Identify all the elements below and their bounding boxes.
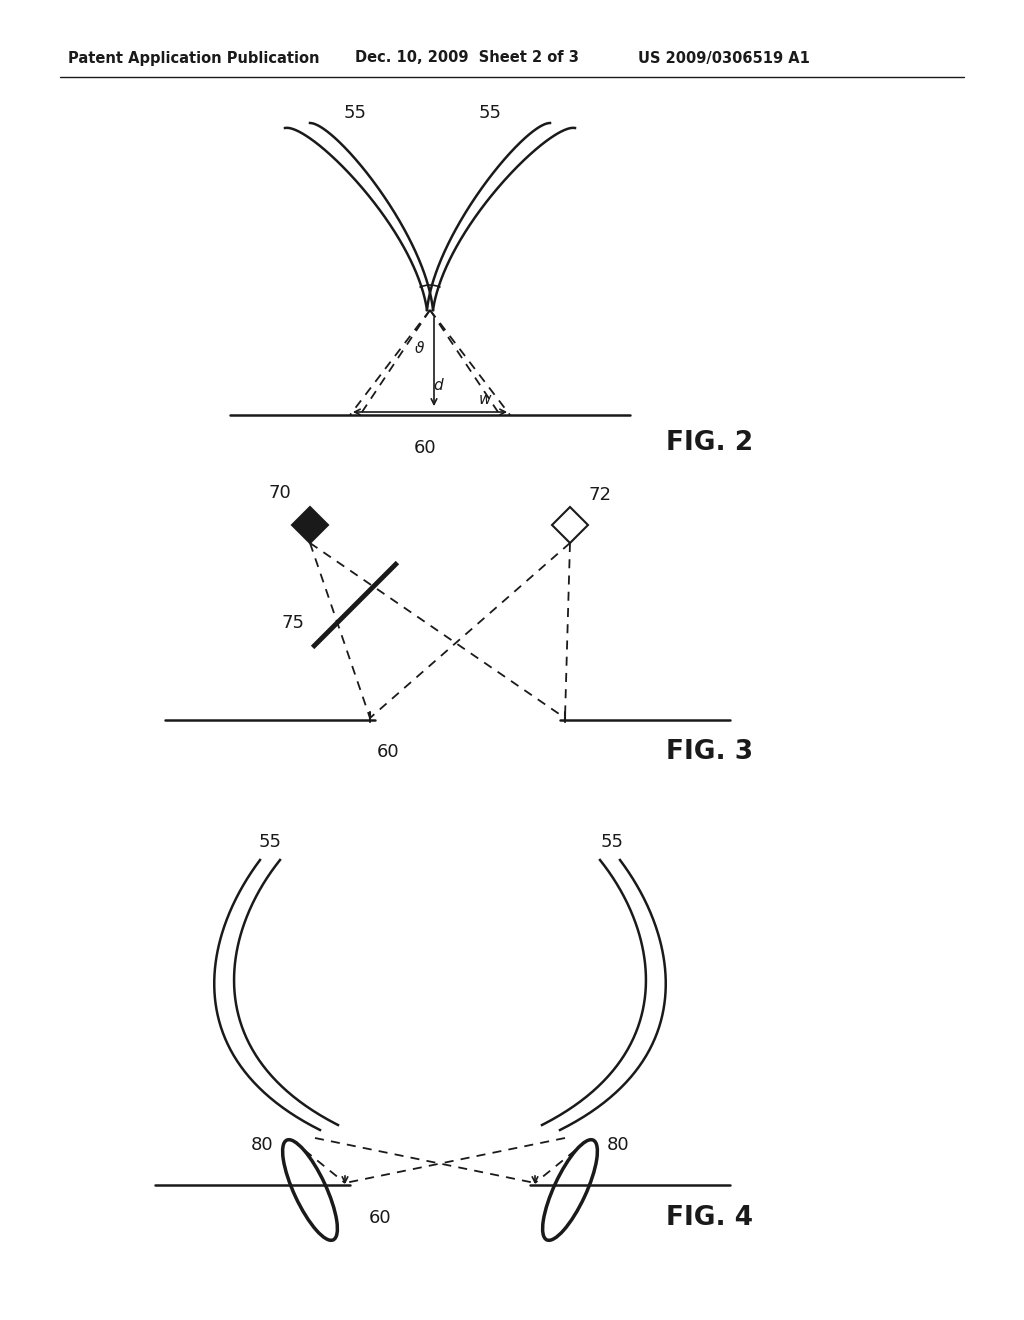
Text: FIG. 4: FIG. 4 [667,1205,754,1232]
Text: FIG. 2: FIG. 2 [667,430,754,455]
Text: d: d [433,378,442,392]
Text: 60: 60 [369,1209,391,1228]
Text: 60: 60 [414,440,436,457]
Polygon shape [292,507,328,543]
Text: 55: 55 [478,104,502,121]
Text: 55: 55 [258,833,282,851]
Text: FIG. 3: FIG. 3 [667,739,754,766]
Text: 75: 75 [282,614,304,632]
Text: 55: 55 [600,833,624,851]
Text: 60: 60 [377,743,399,762]
Text: 72: 72 [589,486,611,504]
Text: 70: 70 [268,484,292,502]
Text: Patent Application Publication: Patent Application Publication [68,50,319,66]
Text: 55: 55 [343,104,367,121]
Text: $\vartheta$: $\vartheta$ [415,341,426,356]
Text: 80: 80 [251,1137,273,1154]
Text: 80: 80 [606,1137,630,1154]
Text: Dec. 10, 2009  Sheet 2 of 3: Dec. 10, 2009 Sheet 2 of 3 [355,50,579,66]
Text: US 2009/0306519 A1: US 2009/0306519 A1 [638,50,810,66]
Text: w: w [479,392,492,407]
